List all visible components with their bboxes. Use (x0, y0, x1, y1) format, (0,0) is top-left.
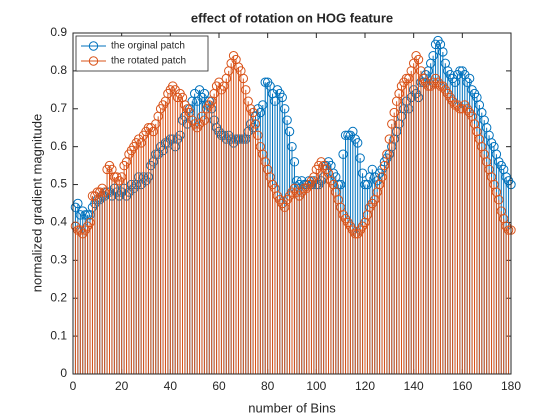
legend-marker (88, 41, 99, 51)
stem-marker (282, 115, 292, 125)
stem-marker (253, 130, 263, 141)
stem-marker (287, 141, 297, 152)
x-tick-label: 20 (115, 379, 129, 393)
stem-marker (248, 107, 258, 118)
stem-marker (494, 195, 504, 205)
stem-marker (360, 179, 370, 190)
stem-marker (464, 73, 475, 84)
stem-marker (238, 73, 249, 84)
stem-marker (340, 130, 351, 141)
stem-marker (379, 160, 390, 171)
stem-marker (401, 73, 412, 84)
legend-marker (88, 56, 99, 66)
stem-marker (277, 92, 287, 103)
stem-marker (241, 85, 251, 95)
stem-marker (335, 179, 346, 190)
stem-marker (99, 187, 110, 197)
stem-marker (377, 172, 387, 182)
stem-marker (199, 88, 210, 99)
stem-marker (387, 119, 397, 129)
y-tick-label: 0.6 (50, 139, 67, 153)
x-tick-label: 160 (452, 379, 472, 393)
y-tick-label: 0.3 (50, 253, 67, 267)
y-tick-label: 0.8 (50, 63, 67, 77)
x-tick-label: 120 (355, 379, 375, 393)
stem-marker (389, 107, 399, 118)
x-tick-label: 140 (404, 379, 424, 393)
stem-marker (353, 138, 363, 148)
x-tick-label: 60 (212, 379, 226, 393)
x-axis-label: number of Bins (248, 400, 336, 415)
y-tick-label: 0.2 (50, 290, 67, 304)
stem-marker (289, 157, 300, 167)
y-axis-label: normalized gradient magnitude (29, 114, 44, 293)
stem-marker (270, 96, 280, 106)
x-tick-label: 40 (164, 379, 178, 393)
y-tick-label: 0.4 (50, 215, 67, 229)
stem-marker (338, 149, 348, 159)
stem-marker (503, 225, 514, 235)
stem-marker (250, 119, 261, 129)
stem-marker (284, 126, 295, 137)
legend-box (75, 35, 209, 72)
stem-marker (428, 51, 438, 61)
x-tick-label: 180 (501, 379, 521, 393)
stem-marker (73, 198, 83, 209)
chart-title: effect of rotation on HOG feature (191, 10, 393, 25)
stem-marker (438, 47, 448, 57)
stem-marker (357, 168, 368, 178)
x-tick-label: 0 (70, 379, 77, 393)
stem-marker (384, 134, 395, 144)
y-tick-label: 0.1 (50, 328, 67, 342)
legend-label: the rotated patch (111, 56, 186, 67)
y-tick-label: 0.9 (50, 25, 67, 39)
stem-marker (413, 54, 424, 65)
stem-marker (382, 149, 392, 159)
stem-marker (280, 104, 290, 114)
legend-label: the orginal patch (111, 41, 185, 52)
stem-marker (80, 210, 90, 220)
y-tick-label: 0.5 (50, 177, 67, 191)
x-tick-label: 80 (261, 379, 275, 393)
x-tick-label: 100 (306, 379, 326, 393)
stem-marker (85, 217, 95, 228)
stem-marker (355, 153, 365, 163)
stem-marker (258, 100, 268, 110)
stem-marker (199, 115, 210, 125)
y-tick-label: 0.7 (50, 101, 67, 115)
stem-marker (116, 172, 127, 182)
axes-box (72, 32, 512, 375)
y-tick-label: 0 (60, 366, 67, 380)
